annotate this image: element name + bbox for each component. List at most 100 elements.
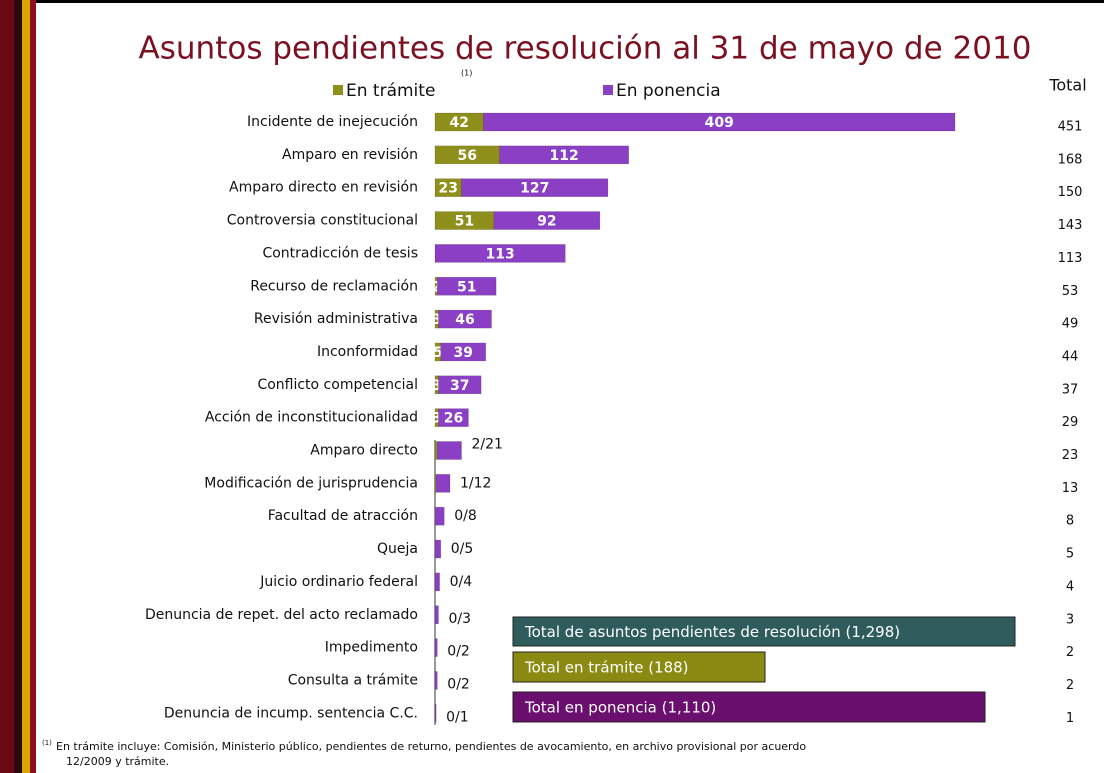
summary-box [512,691,986,723]
total-value: 44 [1062,349,1079,364]
bar-segment [434,506,445,526]
total-value: 4 [1066,579,1074,594]
bar-value-label: 26 [444,411,463,427]
bar-segment [499,145,629,165]
total-value: 49 [1062,317,1079,332]
bar-segment [438,375,482,395]
total-value: 13 [1062,481,1079,496]
bar-value-label: 51 [457,279,476,295]
bar-segment [437,441,462,460]
footnote-line: En trámite incluye: Comisión, Ministerio… [56,740,806,753]
bar-value-label: 3 [432,312,442,328]
category-label: Queja [377,541,418,557]
summary-text: Total de asuntos pendientes de resolució… [524,623,900,641]
top-border [0,0,1104,3]
bar-segment [434,441,438,460]
pair-label: 0/1 [446,709,469,725]
bar-segment [434,704,437,723]
summary-box [512,616,1016,647]
category-label: Amparo en revisión [282,147,418,163]
bar-segment [434,539,442,559]
summary-text: Total en trámite (188) [524,659,689,677]
pair-label: 0/3 [448,611,471,627]
bar-segment [438,309,492,329]
total-value: 143 [1058,218,1083,233]
bar-value-label: 39 [454,345,473,361]
bar-value-label: 3 [432,411,442,427]
pair-label: 0/2 [447,676,470,692]
bar-segment [435,474,451,493]
total-value: 150 [1058,185,1083,200]
legend-label: En ponencia [616,81,721,101]
category-label: Impedimento [325,640,418,656]
bar-value-label: 56 [458,148,477,164]
bar-segment [461,178,609,197]
bar-value-label: 23 [439,181,458,197]
category-label: Conflicto competencial [257,377,418,393]
legend-note: (1) [461,69,472,78]
category-label: Incidente de inejecución [247,114,418,130]
pair-label: 0/2 [447,644,470,660]
pair-label: 1/12 [460,475,491,491]
footnote-line: 12/2009 y trámite. [66,755,169,768]
summary-box [512,651,766,683]
bar-value-label: 127 [520,181,549,197]
total-value: 29 [1062,415,1079,430]
category-label: Juicio ordinario federal [259,574,418,590]
bar-segment [438,408,469,427]
pair-label: 0/8 [454,508,477,524]
bar-value-label: 42 [449,115,468,131]
bar-value-label: 3 [432,378,442,394]
bar-value-label: 51 [455,214,474,230]
pair-label: 2/21 [472,437,503,453]
category-label: Amparo directo [310,443,418,459]
category-label: Inconformidad [317,344,418,360]
bar-value-label: 37 [450,378,469,394]
pair-label: 0/5 [451,541,474,557]
bar-segment [434,605,439,624]
bar-value-label: 113 [486,246,515,262]
total-value: 168 [1058,152,1083,167]
stripe [22,0,30,773]
category-label: Contradicción de tesis [262,245,418,261]
total-value: 3 [1066,612,1074,627]
category-label: Acción de inconstitucionalidad [205,410,418,426]
bar-value-label: 5 [433,345,443,361]
stripe [14,0,22,773]
total-value: 113 [1058,251,1083,266]
stripe [30,0,36,773]
bar-segment [434,572,440,592]
total-value: 451 [1058,120,1083,135]
pair-label: 0/4 [450,574,473,590]
legend-label: En trámite [346,81,435,101]
bar-value-label: 409 [705,115,734,131]
footnote-marker: (1) [42,739,52,747]
category-label: Amparo directo en revisión [229,180,418,196]
stripe [0,0,14,773]
bar-segment [440,342,486,362]
category-label: Facultad de atracción [268,508,418,524]
total-value: 2 [1066,678,1074,693]
total-value: 2 [1066,645,1074,660]
bar-segment [493,211,601,230]
total-value: 5 [1066,547,1074,562]
category-label: Denuncia de repet. del acto reclamado [145,607,418,623]
total-value: 23 [1062,448,1079,463]
category-label: Recurso de reclamación [250,278,418,294]
category-label: Consulta a trámite [288,672,418,688]
bar-segment [483,112,956,132]
summary-text: Total en ponencia (1,110) [524,699,716,717]
bar-value-label: 2 [431,279,441,295]
bar-value-label: 112 [550,148,579,164]
bar-value-label: 46 [455,312,474,328]
bar-segment [437,277,497,296]
legend-swatch [333,85,343,95]
category-label: Controversia constitucional [227,213,418,229]
total-value: 37 [1062,382,1079,397]
legend-swatch [603,85,613,95]
bar-value-label: 92 [537,214,556,230]
total-value: 8 [1066,514,1074,529]
bar-segment [434,244,566,263]
category-label: Revisión administrativa [254,311,418,327]
total-value: 53 [1062,284,1079,299]
